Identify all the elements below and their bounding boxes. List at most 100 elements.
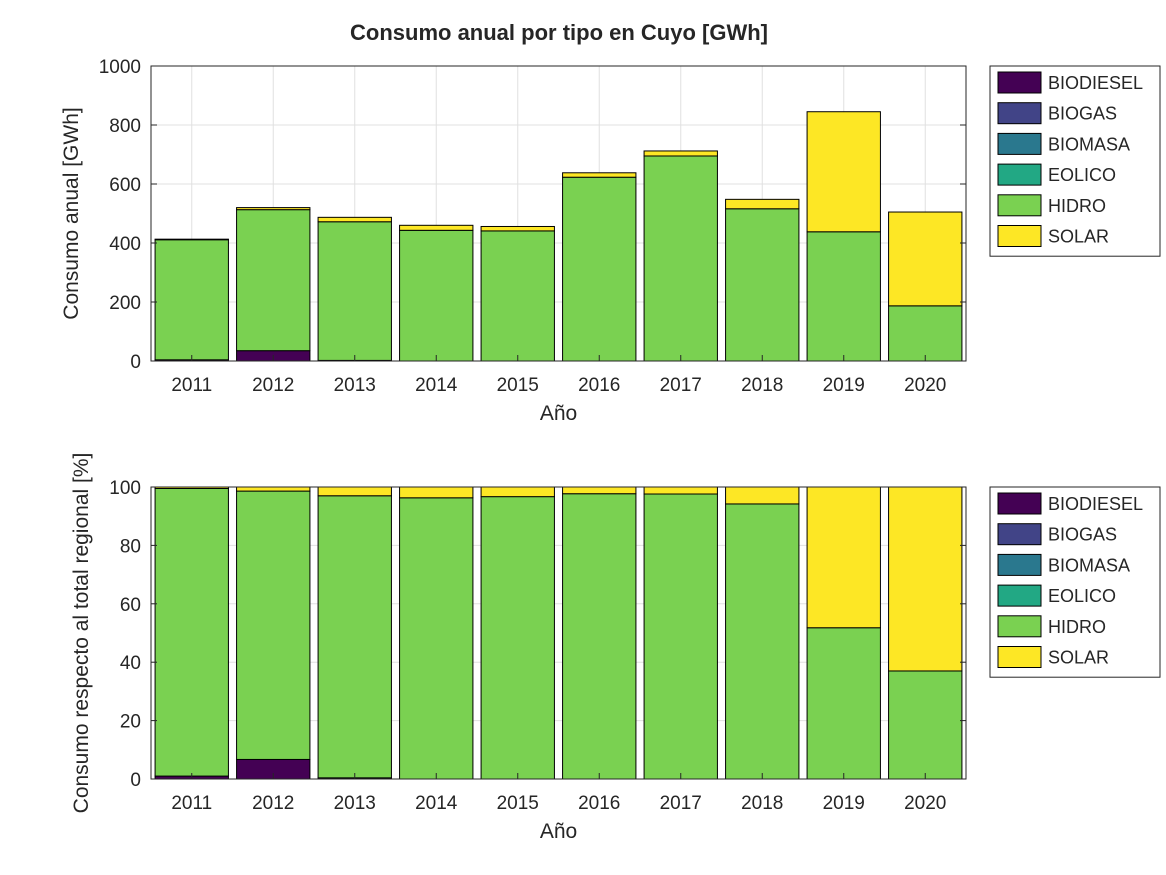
x-tick-label-2013: 2013 (334, 375, 376, 396)
y-tick-label: 20 (120, 712, 141, 733)
bar-solar-2012 (236, 486, 311, 492)
y-tick-label: 1000 (99, 57, 141, 78)
legend-label-hidro: HIDRO (1048, 196, 1106, 216)
legend-box (989, 65, 1161, 257)
bar-solar-2018 (725, 486, 800, 505)
x-axis-label: Año (540, 820, 577, 843)
y-tick-label: 100 (109, 478, 141, 499)
y-tick-label: 200 (109, 293, 141, 314)
bar-hidro-2014 (399, 497, 474, 780)
y-tick-label: 80 (120, 536, 141, 557)
legend-swatch-eolico (997, 584, 1042, 607)
bar-solar-2015 (480, 486, 555, 498)
legend-label-biogas: BIOGAS (1048, 104, 1117, 124)
x-tick-label-2016: 2016 (578, 375, 620, 396)
bar-solar-2011 (154, 238, 229, 241)
legend-swatch-solar (997, 646, 1042, 668)
x-tick-label-2011: 2011 (171, 375, 212, 396)
y-tick-label: 0 (130, 770, 141, 791)
legend-label-eolico: EOLICO (1048, 586, 1116, 606)
bar-hidro-2019 (806, 627, 881, 780)
x-tick-label-2017: 2017 (660, 793, 702, 814)
chart-annual-consumption: 0 200 400 600 800 1000 2011 2012 2013 2014 2015 201… (60, 57, 1161, 425)
x-tick-label-2018: 2018 (741, 375, 783, 396)
x-axis-label: Año (540, 402, 577, 425)
legend: BIODIESEL BIOGAS BIOMASA EOLICO HIDRO SOLAR (989, 486, 1161, 678)
y-axis-label: Consumo anual [GWh] (60, 107, 83, 319)
bar-hidro-2013 (317, 221, 392, 361)
bar-solar-2018 (725, 198, 800, 210)
legend-swatch-biodiesel (997, 492, 1042, 515)
bar-solar-2014 (399, 224, 474, 231)
legend-swatch-hidro (997, 194, 1042, 217)
legend: BIODIESEL BIOGAS BIOMASA EOLICO HIDRO SOLAR (989, 65, 1161, 257)
bar-solar-2020 (888, 486, 963, 672)
legend-swatch-hidro (997, 615, 1042, 638)
y-tick-label: 400 (109, 234, 141, 255)
x-tick-label-2020: 2020 (904, 793, 946, 814)
bar-solar-2019 (806, 111, 881, 233)
bar-solar-2014 (399, 486, 474, 499)
bar-solar-2017 (643, 486, 718, 495)
legend-label-biogas: BIOGAS (1048, 525, 1117, 545)
bar-solar-2016 (562, 172, 637, 178)
legend-label-biodiesel: BIODIESEL (1048, 494, 1143, 514)
bar-solar-2012 (236, 207, 311, 211)
bar-solar-2016 (562, 486, 637, 495)
bar-hidro-2012 (236, 490, 311, 760)
legend-swatch-biogas (997, 102, 1042, 125)
bar-hidro-2011 (154, 239, 229, 361)
legend-swatch-biomasa (997, 132, 1042, 155)
bar-hidro-2012 (236, 209, 311, 352)
bar-hidro-2013 (317, 495, 392, 779)
legend-label-biomasa: BIOMASA (1048, 555, 1130, 575)
bar-hidro-2018 (725, 208, 800, 362)
bar-hidro-2015 (480, 496, 555, 780)
x-tick-label-2013: 2013 (334, 793, 376, 814)
legend-box (989, 486, 1161, 678)
legend-label-hidro: HIDRO (1048, 617, 1106, 637)
bar-hidro-2016 (562, 176, 637, 362)
bar-hidro-2020 (888, 670, 963, 780)
bar-solar-2020 (888, 211, 963, 307)
legend-label-eolico: EOLICO (1048, 165, 1116, 185)
x-tick-label-2014: 2014 (415, 375, 458, 396)
y-tick-label: 0 (130, 352, 141, 373)
bar-hidro-2015 (480, 230, 555, 362)
legend-swatch-eolico (997, 163, 1042, 186)
figure-title: Consumo anual por tipo en Cuyo [GWh] (350, 20, 768, 45)
bar-solar-2013 (317, 486, 392, 497)
x-tick-label-2014: 2014 (415, 793, 458, 814)
chart-regional-share: 0 20 40 60 80 100 2011 2012 2013 2014 2015 2016 2017… (70, 453, 1161, 843)
x-tick-label-2015: 2015 (497, 793, 539, 814)
bar-hidro-2011 (154, 487, 229, 777)
y-axis-label: Consumo respecto al total regional [%] (70, 453, 93, 814)
bar-solar-2019 (806, 486, 881, 629)
bar-solar-2013 (317, 216, 392, 223)
axes-box (150, 65, 967, 362)
legend-label-solar: SOLAR (1048, 227, 1109, 247)
y-tick-label: 800 (109, 116, 141, 137)
y-tick-label: 600 (109, 175, 141, 196)
bar-hidro-2017 (643, 155, 718, 362)
legend-swatch-biomasa (997, 553, 1042, 576)
legend-swatch-solar (997, 225, 1042, 247)
y-tick-label: 40 (120, 653, 141, 674)
x-tick-label-2012: 2012 (252, 793, 294, 814)
x-tick-label-2017: 2017 (660, 375, 702, 396)
bar-hidro-2018 (725, 503, 800, 780)
legend-label-biodiesel: BIODIESEL (1048, 73, 1143, 93)
x-tick-label-2020: 2020 (904, 375, 946, 396)
bar-hidro-2017 (643, 493, 718, 780)
x-tick-label-2019: 2019 (823, 793, 865, 814)
x-tick-label-2019: 2019 (823, 375, 865, 396)
bar-solar-2017 (643, 150, 718, 157)
legend-label-solar: SOLAR (1048, 648, 1109, 668)
bar-solar-2015 (480, 225, 555, 232)
x-tick-label-2015: 2015 (497, 375, 539, 396)
bar-hidro-2016 (562, 493, 637, 780)
x-tick-label-2011: 2011 (171, 793, 212, 814)
legend-swatch-biogas (997, 523, 1042, 546)
bar-hidro-2019 (806, 231, 881, 362)
legend-swatch-biodiesel (997, 71, 1042, 94)
